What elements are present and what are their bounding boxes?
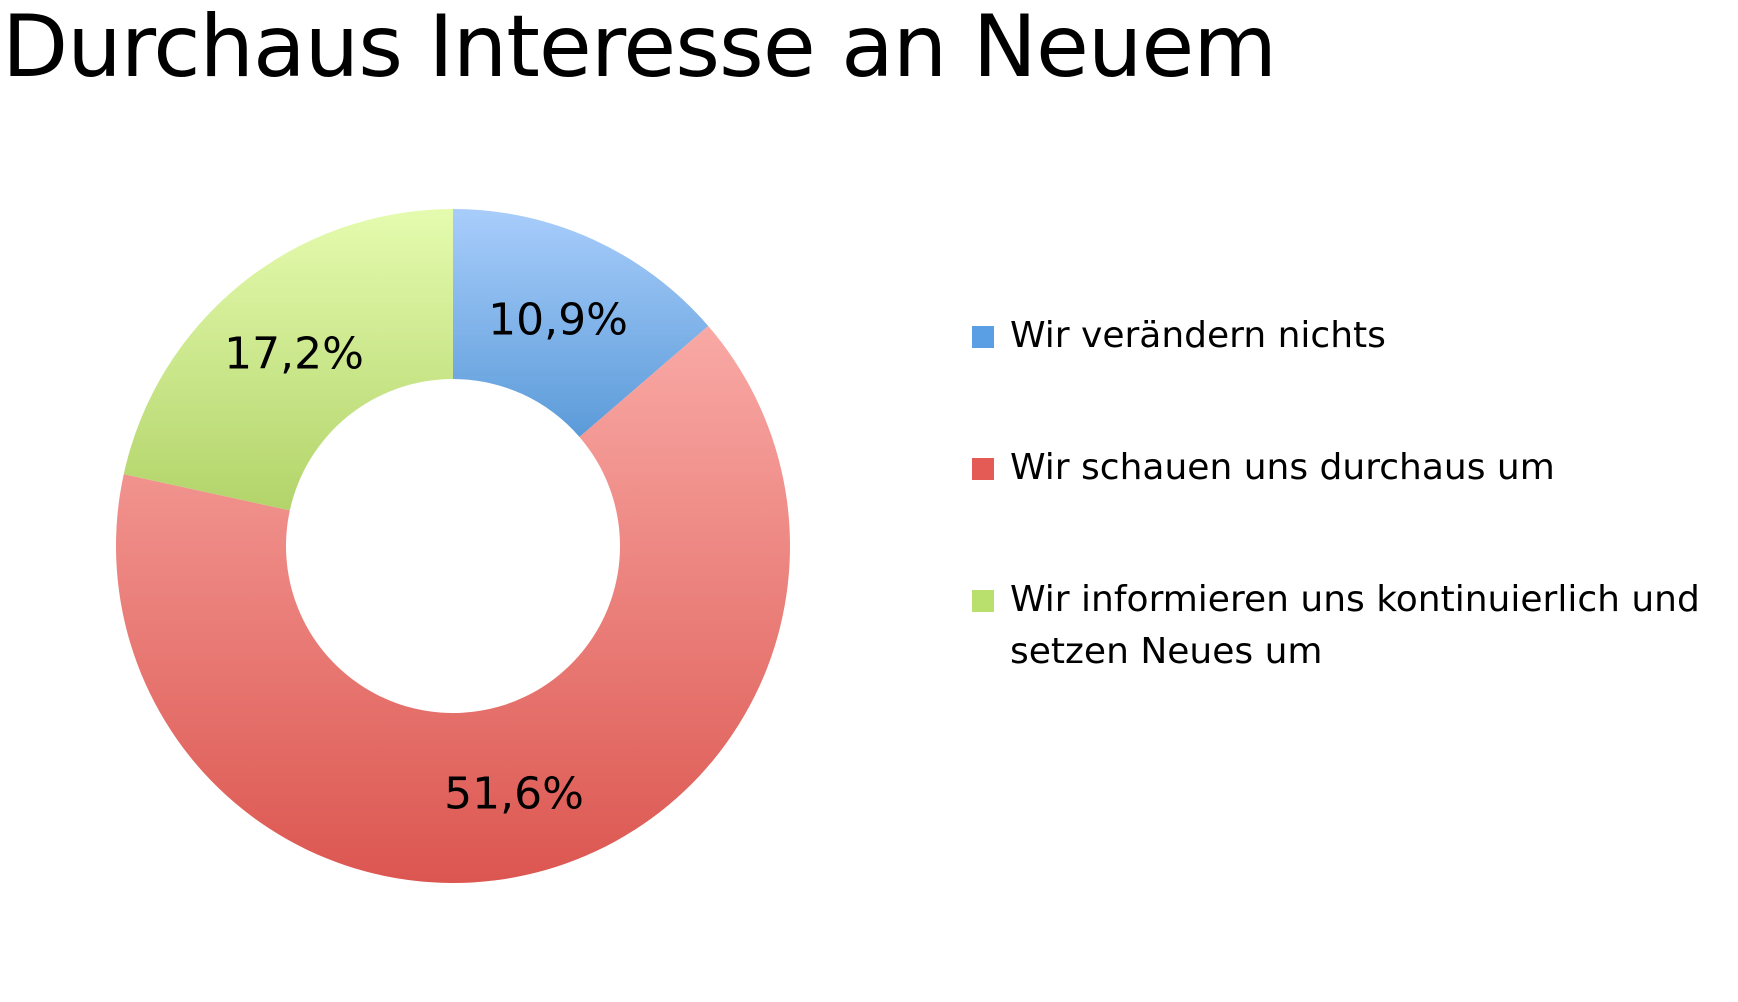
legend-swatch-green bbox=[972, 590, 994, 612]
value-label: 10,9% bbox=[488, 295, 628, 346]
donut-slices bbox=[115, 209, 790, 883]
slice-wir-schauen-uns-durchaus-um bbox=[115, 325, 790, 883]
value-label: 17,2% bbox=[224, 329, 364, 380]
legend-label: Wir verändern nichts bbox=[1010, 315, 1386, 356]
legend-item-wir-schauen-uns-durchaus-um: Wir schauen uns durchaus um bbox=[972, 442, 1732, 494]
value-label: 51,6% bbox=[444, 769, 584, 820]
legend-swatch-red bbox=[972, 458, 994, 480]
legend-label: Wir informieren uns kontinuierlich und s… bbox=[1010, 579, 1700, 672]
legend: Wir verändern nichts Wir schauen uns dur… bbox=[972, 310, 1732, 678]
legend-item-wir-informieren-uns: Wir informieren uns kontinuierlich und s… bbox=[972, 574, 1732, 678]
legend-swatch-blue bbox=[972, 326, 994, 348]
donut-value-labels: 10,9% 51,6% 17,2% bbox=[224, 295, 628, 820]
legend-label: Wir schauen uns durchaus um bbox=[1010, 447, 1555, 488]
slice-wir-informieren-uns bbox=[123, 209, 453, 511]
slice-wir-veraendern-nichts bbox=[453, 209, 709, 437]
legend-item-wir-veraendern-nichts: Wir verändern nichts bbox=[972, 310, 1732, 362]
chart-title: Durchaus Interesse an Neuem bbox=[2, 0, 1277, 97]
